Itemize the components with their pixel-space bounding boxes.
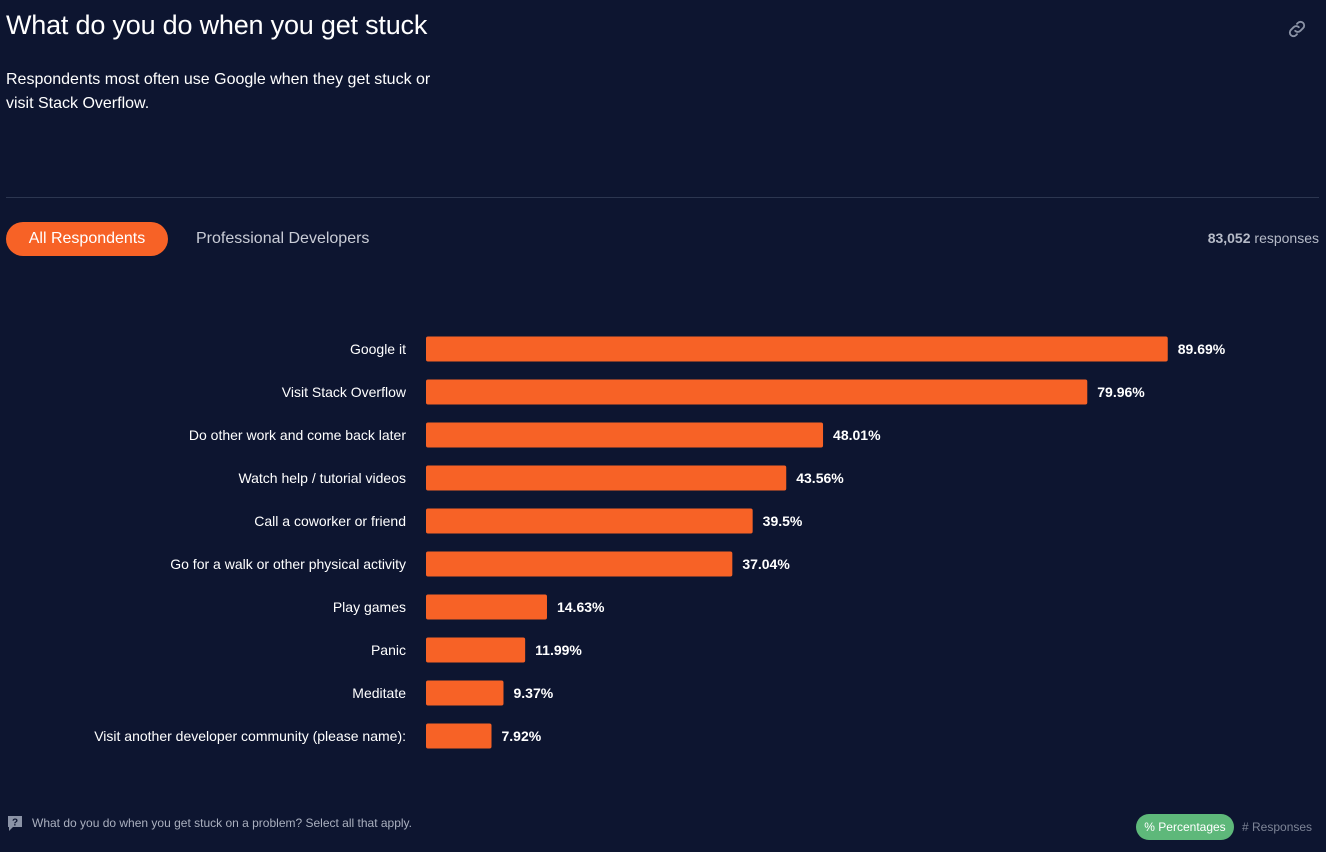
category-label: Visit Stack Overflow — [282, 384, 407, 400]
bar[interactable] — [426, 723, 492, 749]
percentages-toggle[interactable]: % Percentages — [1136, 814, 1234, 840]
bar[interactable] — [426, 594, 547, 620]
category-label: Do other work and come back later — [189, 427, 406, 443]
value-label: 79.96% — [1097, 384, 1145, 400]
responses-label: responses — [1254, 230, 1319, 246]
bar[interactable] — [426, 336, 1168, 362]
responses-count: 83,052 responses — [1208, 230, 1319, 246]
chart-subtitle: Respondents most often use Google when t… — [6, 71, 431, 112]
category-label: Visit another developer community (pleas… — [94, 728, 406, 744]
value-label: 9.37% — [513, 685, 553, 701]
tab-professional-developers[interactable]: Professional Developers — [196, 230, 370, 247]
bar[interactable] — [426, 422, 824, 448]
value-label: 43.56% — [796, 470, 844, 486]
svg-text:?: ? — [12, 818, 18, 829]
value-label: 39.5% — [763, 513, 803, 529]
bar[interactable] — [426, 551, 733, 577]
category-label: Meditate — [352, 685, 406, 701]
value-label: 7.92% — [501, 728, 541, 744]
value-label: 37.04% — [742, 556, 790, 572]
category-label: Go for a walk or other physical activity — [170, 556, 406, 572]
value-label: 11.99% — [535, 642, 582, 658]
bar[interactable] — [426, 465, 787, 491]
footer-question: ? What do you do when you get stuck on a… — [6, 814, 412, 832]
question-icon: ? — [8, 816, 22, 831]
tab-all-respondents[interactable]: All Respondents — [6, 222, 168, 256]
footer-question-text: What do you do when you get stuck on a p… — [32, 816, 413, 830]
category-label: Call a coworker or friend — [254, 513, 406, 529]
bar[interactable] — [426, 379, 1088, 405]
responses-toggle[interactable]: # Responses — [1242, 820, 1313, 834]
category-label: Panic — [371, 642, 406, 658]
link-icon[interactable] — [1286, 18, 1308, 40]
bar[interactable] — [426, 680, 504, 706]
category-label: Play games — [333, 599, 406, 615]
responses-number: 83,052 — [1207, 230, 1251, 246]
value-label: 89.69% — [1178, 341, 1226, 357]
value-label: 48.01% — [833, 427, 881, 443]
category-label: Google it — [350, 341, 406, 357]
bar[interactable] — [426, 508, 753, 534]
divider — [6, 197, 1319, 198]
value-label: 14.63% — [557, 599, 605, 615]
bar[interactable] — [426, 637, 526, 663]
bar-chart: Google it 89.69% Visit Stack Overflow 79.96… — [94, 336, 1226, 749]
page-title: What do you do when you get stuck — [6, 10, 428, 40]
category-label: Watch help / tutorial videos — [238, 470, 406, 486]
